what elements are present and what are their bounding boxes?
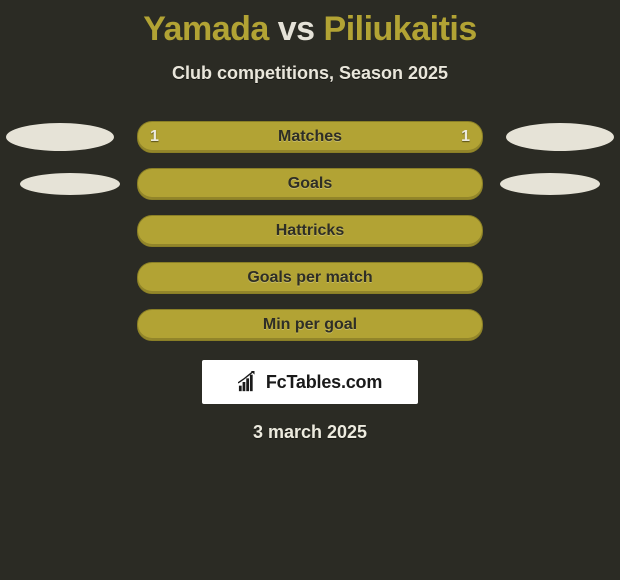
card-subtitle: Club competitions, Season 2025 — [0, 63, 620, 84]
attribution-text: FcTables.com — [266, 372, 382, 393]
stat-label: Min per goal — [263, 316, 357, 334]
player1-name: Yamada — [143, 10, 269, 48]
stat-label: Goals — [288, 175, 332, 193]
left-value: 1 — [150, 128, 159, 146]
stat-label: Hattricks — [276, 222, 344, 240]
stat-bar: 1 Matches 1 — [137, 121, 483, 153]
stat-bar: Goals — [137, 168, 483, 200]
bars-chart-icon — [238, 371, 260, 393]
right-marker-icon — [506, 123, 614, 151]
left-marker-icon — [6, 123, 114, 151]
stat-row-hattricks: Hattricks — [0, 216, 620, 246]
stats-comparison-card: Yamada vs Piliukaitis Club competitions,… — [0, 0, 620, 580]
stat-bar: Goals per match — [137, 262, 483, 294]
right-marker-icon — [500, 173, 600, 195]
stat-bars: 1 Matches 1 Goals Hattricks Goals per ma… — [0, 122, 620, 340]
vs-separator: vs — [278, 10, 315, 48]
right-value: 1 — [461, 128, 470, 146]
stat-bar: Min per goal — [137, 309, 483, 341]
stat-label: Matches — [278, 128, 342, 146]
attribution-logo: FcTables.com — [202, 360, 418, 404]
stat-label: Goals per match — [247, 269, 372, 287]
left-marker-icon — [20, 173, 120, 195]
stat-row-goals-per-match: Goals per match — [0, 263, 620, 293]
card-title: Yamada vs Piliukaitis — [0, 0, 620, 49]
card-date: 3 march 2025 — [0, 422, 620, 443]
stat-row-min-per-goal: Min per goal — [0, 310, 620, 340]
stat-row-goals: Goals — [0, 169, 620, 199]
stat-row-matches: 1 Matches 1 — [0, 122, 620, 152]
player2-name: Piliukaitis — [324, 10, 477, 48]
stat-bar: Hattricks — [137, 215, 483, 247]
